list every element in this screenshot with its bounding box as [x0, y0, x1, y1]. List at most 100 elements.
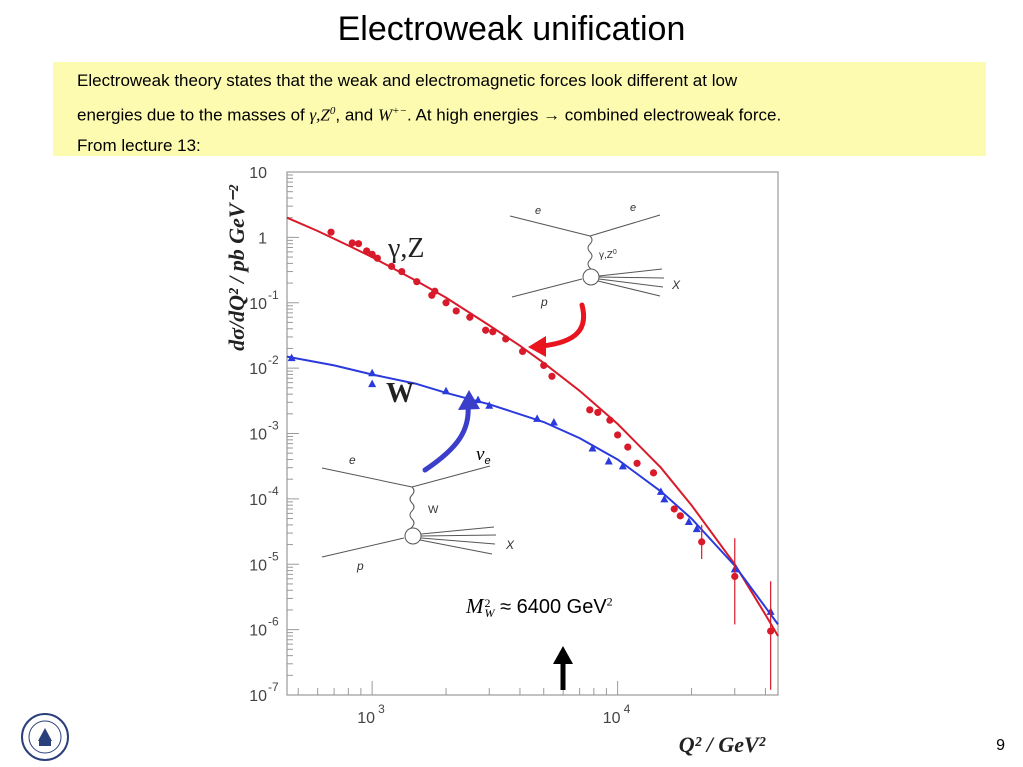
red-arrow-head	[528, 336, 546, 357]
nc-data-point	[548, 372, 556, 380]
text-line-2-part-a: energies due to the masses of	[77, 105, 310, 125]
cc-neutrino-text: ν	[476, 444, 485, 465]
y-tick-label: 10	[249, 296, 267, 313]
logo-outer-ring	[21, 713, 69, 761]
nc-data-point	[431, 287, 439, 295]
gamma-z-symbol: γ,Z	[309, 105, 330, 125]
y-tick-label-exp: -2	[268, 353, 279, 367]
text-line-2: energies due to the masses of γ,Z0, and …	[77, 105, 781, 126]
cc-data-point	[684, 517, 693, 526]
y-tick-label: 10	[249, 165, 267, 182]
logo-base-shape	[39, 741, 51, 746]
nc-data-point	[614, 431, 622, 439]
nc-data-point	[482, 326, 490, 334]
text-box	[53, 62, 986, 156]
nc-data-point	[540, 361, 548, 370]
nc-proton-label: p	[540, 295, 548, 309]
cc-vertex-blob	[404, 527, 422, 545]
text-line-1: Electroweak theory states that the weak …	[77, 71, 738, 90]
y-tick-label-exp: -4	[268, 484, 279, 498]
cc-data-point	[549, 417, 558, 426]
text-line-2-part-d: combined electroweak force.	[560, 105, 782, 125]
nc-proton-line	[511, 278, 583, 298]
nc-data-point	[624, 443, 632, 451]
cc-boson-line	[409, 486, 415, 536]
nc-data-point	[373, 254, 381, 262]
nc-data-point	[398, 267, 406, 276]
text-line-2-part-c: . At high energies	[406, 105, 544, 125]
arrow-symbol: →	[543, 105, 561, 125]
cc-neutrino-sub: e	[484, 455, 490, 467]
gamma-z-sup: 0	[329, 105, 336, 117]
mw-unit-sup: 2	[606, 594, 613, 609]
cc-proton-line	[321, 537, 405, 558]
red-arrow-shaft	[539, 302, 587, 349]
series-label-w: W	[386, 378, 414, 409]
cc-fit-curve	[286, 355, 779, 625]
cc-data-point	[692, 524, 701, 533]
cc-data-point	[604, 456, 613, 465]
cc-data-point	[368, 379, 377, 388]
y-tick-label: 10	[249, 361, 267, 378]
nc-data-point	[387, 262, 396, 270]
y-tick-label-exp: -5	[268, 549, 279, 563]
y-tick-label-exp: -1	[268, 288, 279, 302]
y-tick-label-exp: -7	[268, 680, 279, 694]
nc-data-point	[354, 240, 363, 248]
cc-data-point	[474, 395, 483, 404]
nc-data-point	[368, 250, 376, 258]
y-tick-label: 10	[249, 688, 267, 705]
x-tick-label: 10	[603, 710, 621, 727]
y-tick-label: 10	[249, 623, 267, 640]
nc-data-point	[348, 239, 356, 247]
cc-boson-label: W	[428, 504, 439, 516]
nc-data-point	[518, 347, 527, 356]
nc-boson-sup: 0	[613, 249, 617, 256]
data-points	[287, 228, 775, 690]
nc-jet-4	[597, 280, 661, 297]
university-logo	[21, 713, 69, 761]
cc-neutrino-label: νe	[476, 444, 491, 467]
cc-data-point	[618, 461, 627, 470]
nc-e-in-label: e	[535, 205, 541, 217]
blue-arrow-shaft	[422, 402, 471, 473]
nc-electron-in-line	[509, 215, 591, 237]
series-label-gamma-z: γ,Z	[387, 233, 424, 264]
x-axis-label: Q² / GeV²	[679, 732, 766, 757]
slide-title: Electroweak unification	[337, 10, 686, 48]
nc-data-point	[502, 335, 510, 343]
cc-data-point	[588, 444, 597, 452]
cc-data-point	[656, 487, 665, 495]
cc-neutrino-line	[411, 465, 491, 488]
nc-e-out-label: e	[630, 202, 636, 214]
page-number: 9	[996, 737, 1005, 754]
nc-boson-text: γ,Z	[599, 250, 613, 261]
x-tick-label-exp: 4	[624, 702, 631, 716]
mw-relation: ≈	[500, 596, 512, 618]
cc-x-label: X	[505, 538, 515, 552]
nc-jet-1	[598, 268, 663, 277]
w-symbol: W	[377, 105, 393, 125]
text-line-3: From lecture 13:	[77, 136, 201, 155]
cc-data-point	[368, 368, 377, 377]
fit-curves	[286, 216, 779, 637]
cc-electron-in-line	[321, 467, 413, 488]
y-tick-label: 10	[249, 557, 267, 574]
nc-fit-curve	[286, 216, 779, 637]
cc-e-in-label: e	[349, 453, 356, 467]
blue-arrow	[422, 390, 480, 473]
nc-jet-2	[598, 276, 665, 279]
cc-proton-label: p	[356, 559, 364, 573]
nc-data-point	[327, 228, 335, 236]
nc-data-point	[363, 247, 371, 255]
text-line-2-part-b: , and	[335, 105, 378, 125]
mw-value: 6400 GeV	[511, 596, 607, 618]
y-tick-label: 10	[249, 492, 267, 509]
nc-data-point	[633, 459, 641, 467]
mw-sub: W	[484, 605, 495, 620]
logo-inner-ring	[28, 720, 62, 754]
